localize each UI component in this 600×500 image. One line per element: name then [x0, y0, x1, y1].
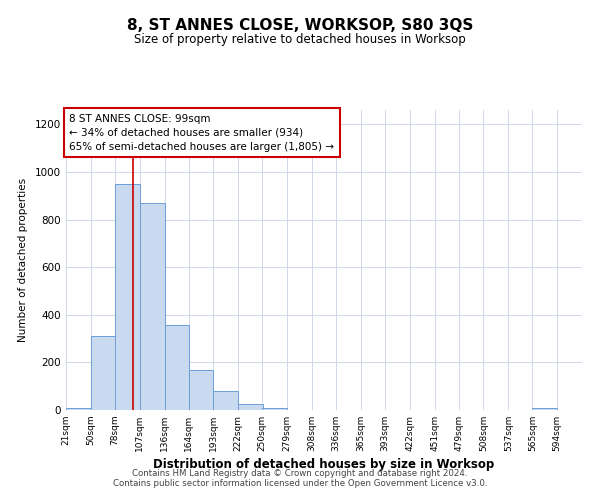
- X-axis label: Distribution of detached houses by size in Worksop: Distribution of detached houses by size …: [154, 458, 494, 471]
- Text: 8 ST ANNES CLOSE: 99sqm
← 34% of detached houses are smaller (934)
65% of semi-d: 8 ST ANNES CLOSE: 99sqm ← 34% of detache…: [70, 114, 334, 152]
- Bar: [91, 336, 116, 410]
- Bar: [262, 408, 287, 410]
- Text: Contains HM Land Registry data © Crown copyright and database right 2024.: Contains HM Land Registry data © Crown c…: [132, 468, 468, 477]
- Bar: [115, 184, 140, 410]
- Bar: [532, 408, 557, 410]
- Bar: [140, 203, 164, 410]
- Text: 8, ST ANNES CLOSE, WORKSOP, S80 3QS: 8, ST ANNES CLOSE, WORKSOP, S80 3QS: [127, 18, 473, 32]
- Bar: [188, 370, 214, 410]
- Bar: [66, 408, 91, 410]
- Text: Size of property relative to detached houses in Worksop: Size of property relative to detached ho…: [134, 32, 466, 46]
- Y-axis label: Number of detached properties: Number of detached properties: [18, 178, 28, 342]
- Bar: [164, 326, 190, 410]
- Text: Contains public sector information licensed under the Open Government Licence v3: Contains public sector information licen…: [113, 478, 487, 488]
- Bar: [214, 391, 238, 410]
- Bar: [238, 404, 263, 410]
